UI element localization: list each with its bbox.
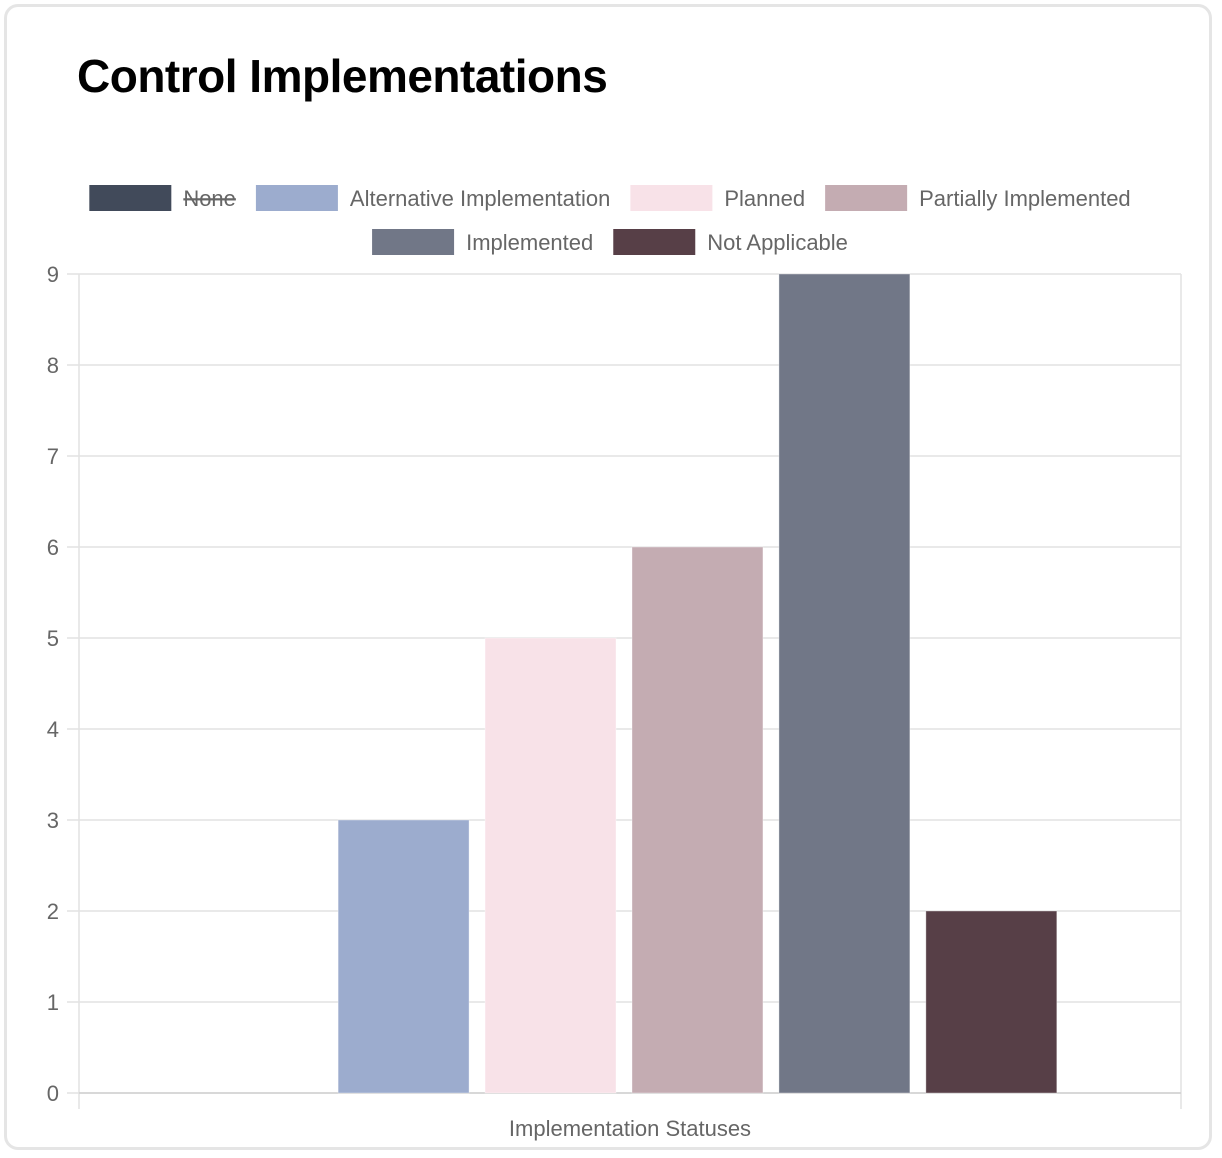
legend-label: Planned (724, 186, 805, 211)
legend-label: Not Applicable (707, 230, 848, 255)
legend-label: Alternative Implementation (350, 186, 610, 211)
legend-swatch (613, 229, 696, 255)
y-tick-label: 1 (47, 990, 59, 1015)
legend-label: None (183, 186, 236, 211)
y-axis: 0 1 2 3 4 5 6 7 8 9 (47, 262, 59, 1106)
bar-alternative-implementation[interactable] (337, 819, 470, 1094)
chart-legend: None Alternative Implementation Planned Par… (89, 185, 1131, 255)
legend-label: Partially Implemented (919, 186, 1131, 211)
y-tick-label: 6 (47, 535, 59, 560)
legend-item[interactable]: Planned (630, 185, 805, 211)
y-tick-label: 7 (47, 444, 59, 469)
chart-bars (337, 273, 1058, 1094)
y-tick-label: 0 (47, 1081, 59, 1106)
legend-item[interactable]: None (89, 185, 236, 211)
y-tick-label: 3 (47, 808, 59, 833)
legend-swatch (630, 185, 713, 211)
y-tick-label: 8 (47, 353, 59, 378)
y-tick-label: 5 (47, 626, 59, 651)
x-axis-label: Implementation Statuses (509, 1116, 751, 1141)
legend-swatch (89, 185, 172, 211)
y-tick-label: 9 (47, 262, 59, 287)
legend-swatch (255, 185, 338, 211)
y-tick-label: 2 (47, 899, 59, 924)
legend-item[interactable]: Not Applicable (613, 229, 848, 255)
legend-item[interactable]: Partially Implemented (825, 185, 1131, 211)
legend-item[interactable]: Implemented (372, 229, 593, 255)
legend-label: Implemented (466, 230, 593, 255)
legend-swatch (372, 229, 455, 255)
bar-not-applicable[interactable] (925, 910, 1058, 1094)
legend-item[interactable]: Alternative Implementation (255, 185, 610, 211)
y-tick-label: 4 (47, 717, 59, 742)
card-title: Control Implementations (77, 50, 608, 102)
bar-planned[interactable] (484, 637, 617, 1094)
bar-implemented[interactable] (778, 273, 911, 1094)
bar-partially-implemented[interactable] (631, 546, 764, 1094)
legend-swatch (825, 185, 908, 211)
